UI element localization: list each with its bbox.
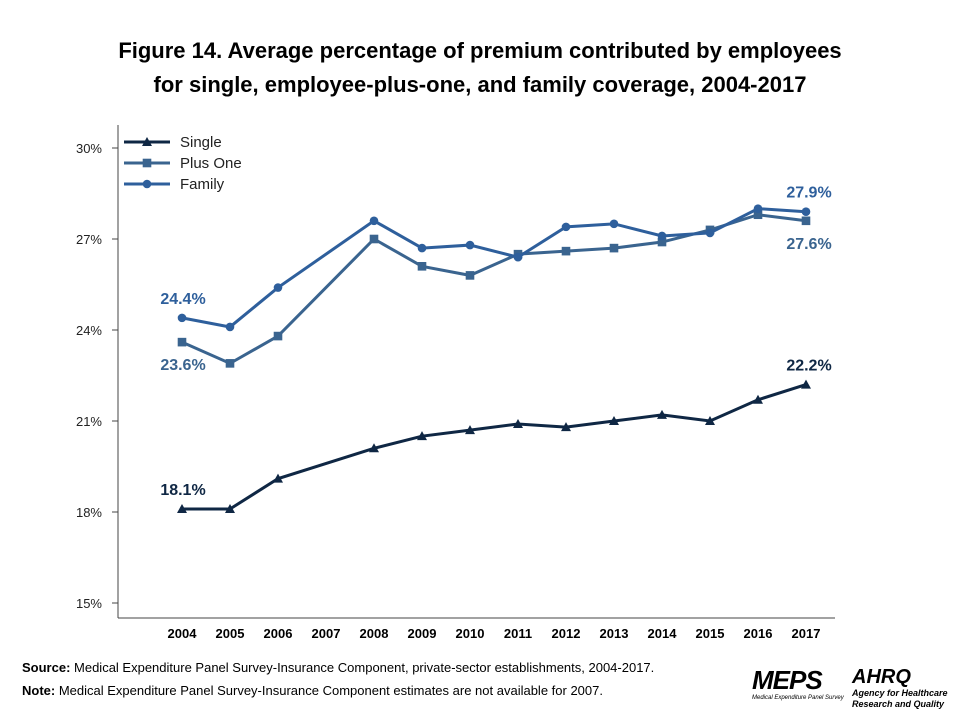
data-point bbox=[369, 216, 379, 226]
legend-marker bbox=[142, 179, 152, 189]
data-point bbox=[657, 231, 667, 241]
legend-marker bbox=[142, 158, 152, 168]
x-tick-label: 2009 bbox=[408, 626, 437, 641]
meps-logo-text: MEPS bbox=[752, 665, 823, 695]
y-tick-label: 27% bbox=[76, 232, 102, 247]
data-point bbox=[177, 503, 187, 513]
data-point bbox=[273, 473, 283, 483]
legend-label: Family bbox=[180, 176, 225, 193]
source-note: Source: Medical Expenditure Panel Survey… bbox=[22, 660, 654, 675]
chart-title: Figure 14. Average percentage of premium… bbox=[0, 34, 960, 102]
data-label: 27.9% bbox=[786, 185, 831, 202]
data-point bbox=[561, 246, 571, 256]
data-point bbox=[753, 204, 763, 213]
data-label: 23.6% bbox=[160, 357, 205, 374]
legend-marker bbox=[142, 137, 152, 146]
x-tick-label: 2004 bbox=[168, 626, 198, 641]
data-point bbox=[561, 222, 571, 232]
data-point bbox=[513, 252, 523, 262]
data-point bbox=[561, 422, 571, 432]
data-label: 24.4% bbox=[160, 291, 205, 308]
data-point bbox=[609, 416, 619, 425]
y-tick-label: 30% bbox=[76, 141, 102, 156]
data-point bbox=[225, 503, 235, 513]
x-tick-label: 2011 bbox=[504, 626, 532, 641]
ahrq-logo-subtitle-2: Research and Quality bbox=[852, 699, 945, 709]
meps-logo-subtitle: Medical Expenditure Panel Survey bbox=[752, 695, 844, 701]
y-tick-label: 21% bbox=[76, 414, 102, 429]
line-chart: 15% 18% 21% 24% 27% 30% 2004 2005 2006 2007 2008 20… bbox=[76, 125, 835, 641]
x-tick-label: 2016 bbox=[744, 626, 773, 641]
y-tick-label: 15% bbox=[76, 596, 102, 611]
data-point bbox=[465, 271, 475, 280]
data-point bbox=[177, 337, 187, 347]
title-line-1: Figure 14. Average percentage of premium… bbox=[118, 38, 842, 63]
data-label: 22.2% bbox=[786, 358, 831, 375]
data-point bbox=[705, 416, 715, 425]
legend-label: Single bbox=[180, 134, 222, 151]
x-tick-label: 2007 bbox=[312, 626, 341, 641]
source-text: Medical Expenditure Panel Survey-Insuran… bbox=[70, 660, 655, 675]
data-point bbox=[705, 228, 715, 238]
y-tick-label: 24% bbox=[76, 323, 102, 338]
series-line-single bbox=[182, 383, 807, 511]
x-tick-label: 2017 bbox=[792, 626, 821, 641]
data-point bbox=[513, 419, 523, 429]
data-label: 27.6% bbox=[786, 236, 831, 253]
ahrq-logo-text: AHRQ bbox=[852, 666, 911, 688]
data-point bbox=[801, 216, 811, 226]
data-point bbox=[465, 425, 475, 435]
x-tick-label: 2013 bbox=[600, 626, 629, 641]
x-tick-label: 2008 bbox=[360, 626, 389, 641]
note: Note: Medical Expenditure Panel Survey-I… bbox=[22, 683, 603, 698]
data-point bbox=[801, 379, 811, 389]
legend-label: Plus One bbox=[180, 155, 242, 172]
y-tick-label: 18% bbox=[76, 505, 102, 520]
x-tick-label: 2006 bbox=[264, 626, 293, 641]
x-tick-label: 2014 bbox=[648, 626, 678, 641]
data-point bbox=[465, 240, 475, 250]
data-point bbox=[177, 313, 187, 323]
x-tick-label: 2010 bbox=[456, 626, 485, 641]
x-tick-label: 2015 bbox=[696, 626, 725, 641]
x-tick-label: 2012 bbox=[552, 626, 581, 641]
data-point bbox=[417, 243, 427, 253]
title-line-2: for single, employee-plus-one, and famil… bbox=[153, 72, 807, 97]
data-point bbox=[801, 207, 811, 216]
data-label: 18.1% bbox=[160, 482, 205, 499]
data-point bbox=[273, 331, 283, 341]
data-point bbox=[609, 219, 619, 229]
data-point bbox=[369, 234, 379, 244]
data-point bbox=[657, 237, 667, 247]
data-point bbox=[609, 243, 619, 253]
data-point bbox=[225, 359, 235, 368]
note-label: Note: bbox=[22, 683, 56, 698]
ahrq-logo-subtitle-1: Agency for Healthcare bbox=[852, 688, 948, 698]
data-point bbox=[417, 262, 427, 271]
note-text: Medical Expenditure Panel Survey-Insuran… bbox=[55, 683, 603, 698]
data-point bbox=[417, 431, 427, 441]
ahrq-logo: AHRQ Agency for Healthcare Research and … bbox=[852, 666, 958, 710]
data-point bbox=[753, 210, 763, 220]
data-point bbox=[273, 283, 283, 292]
x-tick-label: 2005 bbox=[216, 626, 245, 641]
data-point bbox=[753, 394, 763, 404]
source-label: Source: bbox=[22, 660, 71, 675]
data-point bbox=[369, 443, 379, 453]
meps-logo: MEPS Medical Expenditure Panel Survey bbox=[752, 666, 844, 702]
data-point bbox=[657, 409, 667, 419]
data-point bbox=[225, 322, 235, 332]
